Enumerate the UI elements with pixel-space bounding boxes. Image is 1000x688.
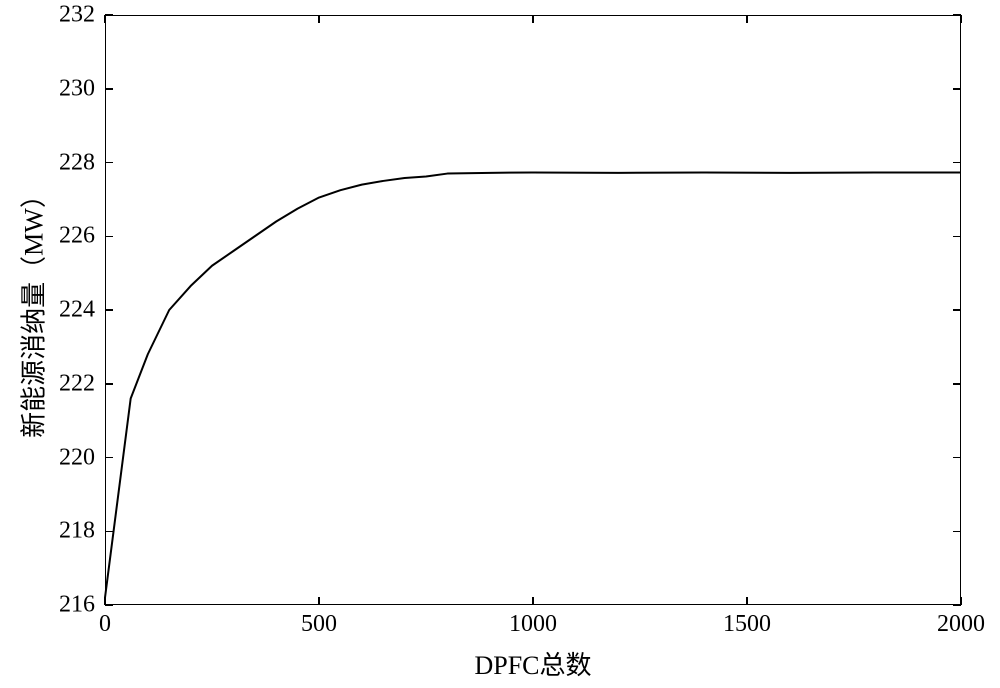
y-tick-label: 220 [59, 444, 95, 471]
y-tick-label: 222 [59, 370, 95, 397]
chart-container: DPFC总数 新能源消纳量（MW） 0 500 1000 1500 2000 216 218… [0, 0, 1000, 688]
x-tick-top [104, 15, 106, 23]
x-tick-top [960, 15, 962, 23]
y-tick [105, 531, 113, 533]
y-tick [105, 236, 113, 238]
y-tick-label: 232 [59, 2, 95, 29]
y-tick-label: 230 [59, 75, 95, 102]
y-tick-right [953, 14, 961, 16]
x-tick-label: 1500 [723, 611, 771, 638]
y-tick-label: 224 [59, 297, 95, 324]
y-tick [105, 457, 113, 459]
x-tick-top [746, 15, 748, 23]
y-tick-right [953, 236, 961, 238]
y-tick [105, 309, 113, 311]
y-tick-label: 228 [59, 149, 95, 176]
x-tick [532, 597, 534, 605]
y-tick [105, 383, 113, 385]
line-series [0, 0, 1000, 688]
y-tick-right [953, 383, 961, 385]
y-tick-label: 218 [59, 518, 95, 545]
y-tick-right [953, 604, 961, 606]
y-tick-label: 226 [59, 223, 95, 250]
x-tick [318, 597, 320, 605]
x-tick-label: 1000 [509, 611, 557, 638]
y-axis-label: 新能源消纳量（MW） [14, 182, 51, 438]
x-tick-label: 2000 [937, 611, 985, 638]
y-tick [105, 88, 113, 90]
x-axis-label: DPFC总数 [474, 645, 591, 682]
x-tick-label: 0 [99, 611, 111, 638]
y-tick-right [953, 531, 961, 533]
y-tick-label: 216 [59, 592, 95, 619]
x-tick-top [318, 15, 320, 23]
y-tick [105, 14, 113, 16]
y-tick-right [953, 162, 961, 164]
y-tick [105, 162, 113, 164]
y-tick-right [953, 309, 961, 311]
y-tick-right [953, 88, 961, 90]
x-tick-label: 500 [301, 611, 337, 638]
y-tick-right [953, 457, 961, 459]
series-path [105, 172, 961, 597]
y-tick [105, 604, 113, 606]
x-tick [746, 597, 748, 605]
x-tick-top [532, 15, 534, 23]
